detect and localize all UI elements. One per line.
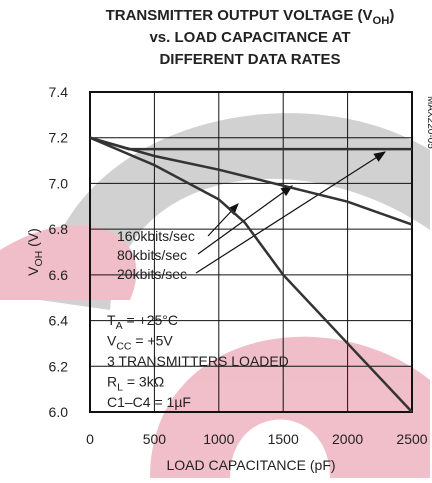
text-part: vs. LOAD CAPACITANCE AT <box>149 29 350 46</box>
y-axis-label: VOH (V) <box>25 228 45 276</box>
y-tick-label: 6.2 <box>49 358 69 374</box>
x-axis-label: LOAD CAPACITANCE (pF) <box>166 457 335 473</box>
text-part: = +25°C <box>123 312 178 328</box>
y-tick-label: 7.2 <box>49 130 69 146</box>
series-label: 20kbits/sec <box>117 266 187 282</box>
y-tick-label: 7.0 <box>49 175 69 191</box>
y-tick-label: 6.6 <box>49 267 69 283</box>
x-tick-label: 0 <box>86 431 94 447</box>
figure-id: MAX220-05 <box>425 96 432 149</box>
condition-text: C1–C4 = 1µF <box>107 394 191 410</box>
text-part: = +5V <box>132 333 174 349</box>
text-part: 3 TRANSMITTERS LOADED <box>107 353 289 369</box>
text-part: T <box>107 312 116 328</box>
chart-title: DIFFERENT DATA RATES <box>159 51 340 68</box>
text-part: = 3kΩ <box>123 374 164 390</box>
series-label: 160kbits/sec <box>117 228 195 244</box>
text-part: ) <box>389 7 394 24</box>
x-tick-label: 500 <box>143 431 167 447</box>
subscript: OH <box>33 251 45 267</box>
y-tick-label: 6.4 <box>49 313 69 329</box>
y-tick-label: 6.0 <box>49 404 69 420</box>
y-tick-label: 7.4 <box>49 84 69 100</box>
arrows <box>195 151 387 274</box>
watermark <box>0 113 430 478</box>
text-part: TRANSMITTER OUTPUT VOLTAGE (V <box>106 7 373 24</box>
chart-title: TRANSMITTER OUTPUT VOLTAGE (VOH) <box>106 7 395 27</box>
data-line <box>89 136 413 226</box>
condition-text: VCC = +5V <box>107 333 173 353</box>
subscript: OH <box>373 15 390 27</box>
data-line <box>89 136 412 151</box>
subscript: CC <box>116 341 132 353</box>
condition-text: RL = 3kΩ <box>107 374 164 394</box>
x-tick-label: 2000 <box>332 431 363 447</box>
condition-text: 3 TRANSMITTERS LOADED <box>107 353 289 369</box>
text-part: C1–C4 = 1µF <box>107 394 191 410</box>
x-tick-label: 2500 <box>396 431 427 447</box>
plot-frame <box>89 91 413 413</box>
text-part: V <box>107 333 117 349</box>
x-tick-label: 1000 <box>203 431 234 447</box>
text-part: (V) <box>25 228 41 251</box>
text-part: DIFFERENT DATA RATES <box>159 51 340 68</box>
subscript: A <box>116 320 123 332</box>
chart-title: vs. LOAD CAPACITANCE AT <box>149 29 350 46</box>
subscript: L <box>117 382 123 394</box>
text-part: V <box>25 266 41 276</box>
condition-text: TA = +25°C <box>107 312 178 332</box>
x-tick-label: 1500 <box>268 431 299 447</box>
text-part: R <box>107 374 117 390</box>
series-label: 80kbits/sec <box>117 247 187 263</box>
data-line <box>89 136 413 413</box>
y-tick-label: 6.8 <box>49 221 69 237</box>
